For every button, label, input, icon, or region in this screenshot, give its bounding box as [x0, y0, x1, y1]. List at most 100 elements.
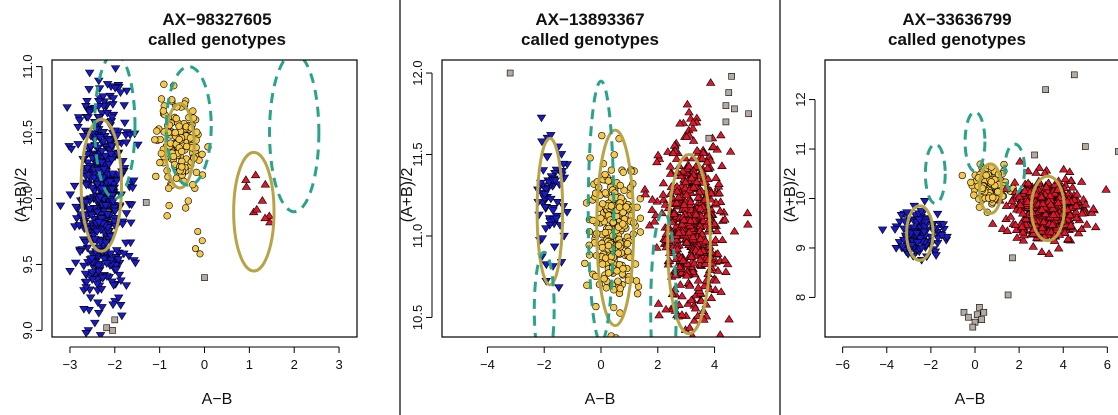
- data-point-triangle-up: [685, 197, 696, 206]
- data-point-square: [973, 311, 981, 319]
- data-point-circle: [623, 240, 632, 248]
- data-point-triangle-up: [689, 182, 699, 191]
- prior-cluster-ellipse: [268, 60, 321, 214]
- chart-subtitle: called genotypes: [521, 30, 659, 49]
- data-point-square: [705, 134, 713, 142]
- data-point-square: [728, 72, 735, 80]
- data-point-triangle-up: [1080, 199, 1091, 208]
- data-point-triangle-down: [537, 138, 547, 147]
- data-point-triangle-up: [1072, 189, 1082, 198]
- data-point-triangle-down: [917, 244, 927, 253]
- data-point-circle: [182, 142, 191, 151]
- data-point-triangle-up: [708, 141, 718, 150]
- data-point-triangle-up: [693, 283, 704, 291]
- x-tick-label: 4: [1060, 357, 1067, 372]
- data-point-triangle-up: [1018, 235, 1029, 244]
- data-point-triangle-down: [84, 86, 94, 94]
- data-point-triangle-up: [653, 299, 664, 307]
- data-point-circle: [598, 260, 607, 268]
- data-point-circle: [622, 203, 630, 211]
- prior-cluster-ellipse: [1003, 142, 1027, 196]
- data-point-square: [980, 308, 988, 316]
- data-point-triangle-up: [1037, 205, 1047, 213]
- data-point-triangle-down: [541, 261, 552, 270]
- x-tick-label: −3: [63, 357, 78, 372]
- data-point-triangle-up: [1010, 220, 1021, 228]
- plot-area: [877, 71, 1118, 331]
- prior-cluster-ellipse: [93, 60, 137, 200]
- data-point-triangle-down: [110, 84, 120, 93]
- data-point-triangle-up: [682, 237, 692, 246]
- data-point-triangle-down: [65, 191, 76, 200]
- data-point-triangle-up: [647, 195, 658, 203]
- data-point-triangle-down: [112, 177, 122, 186]
- data-point-triangle-up: [690, 303, 701, 312]
- data-point-square: [111, 316, 119, 324]
- data-point-triangle-down: [554, 284, 564, 292]
- y-tick-label: 8: [793, 294, 808, 301]
- y-tick-label: 11.0: [20, 54, 35, 78]
- data-point-triangle-up: [1060, 174, 1071, 183]
- data-point-triangle-down: [92, 228, 102, 237]
- x-tick-label: −2: [923, 357, 938, 372]
- data-point-triangle-down: [130, 259, 141, 268]
- data-point-triangle-down: [111, 266, 121, 275]
- data-point-triangle-up: [697, 153, 707, 162]
- data-point-square: [142, 199, 150, 206]
- data-point-triangle-up: [695, 203, 705, 212]
- data-point-triangle-down: [121, 210, 132, 218]
- prior-cluster-ellipse: [586, 79, 616, 337]
- data-point-triangle-down: [98, 138, 109, 147]
- fitted-cluster-ellipse: [232, 150, 276, 273]
- data-point-circle: [153, 127, 161, 135]
- data-point-square: [1042, 86, 1049, 93]
- data-point-circle: [619, 208, 627, 217]
- data-point-triangle-down: [92, 208, 103, 217]
- data-point-square: [722, 102, 730, 109]
- data-point-triangle-down: [81, 198, 91, 207]
- data-point-triangle-up: [674, 262, 685, 271]
- data-point-triangle-up: [257, 196, 268, 204]
- data-point-triangle-down: [100, 152, 111, 161]
- data-point-triangle-down: [99, 166, 109, 174]
- data-point-circle: [194, 227, 202, 235]
- fitted-cluster-ellipse: [905, 204, 935, 262]
- data-point-triangle-down: [911, 230, 922, 238]
- chart-title: AX−98327605: [162, 10, 271, 29]
- data-point-triangle-down: [85, 294, 96, 303]
- data-point-triangle-down: [907, 242, 917, 250]
- data-point-triangle-up: [703, 174, 713, 182]
- data-point-triangle-down: [96, 159, 107, 168]
- data-point-circle: [589, 216, 597, 225]
- plot-area: [55, 60, 321, 337]
- data-point-triangle-up: [1038, 199, 1048, 207]
- data-point-triangle-down: [108, 282, 119, 290]
- data-point-circle: [613, 267, 621, 275]
- x-tick-label: −4: [879, 357, 894, 372]
- data-point-triangle-down: [542, 153, 552, 162]
- data-point-triangle-down: [550, 177, 561, 186]
- chart-title: AX−33636799: [902, 10, 1011, 29]
- data-point-triangle-down: [114, 271, 125, 280]
- y-tick-label: 9.0: [20, 321, 35, 339]
- data-point-triangle-down: [85, 108, 95, 117]
- data-point-triangle-down: [93, 299, 103, 308]
- data-point-circle: [175, 122, 183, 130]
- data-point-square: [731, 105, 738, 113]
- data-point-triangle-up: [706, 293, 717, 302]
- data-point-triangle-down: [110, 65, 121, 73]
- data-point-triangle-up: [716, 287, 726, 295]
- x-axis-label: A−B: [202, 391, 233, 408]
- data-point-circle: [614, 249, 622, 257]
- data-point-circle: [619, 220, 627, 228]
- data-point-square: [978, 316, 985, 323]
- data-point-circle: [601, 228, 610, 237]
- y-axis-label: (A+B)/2: [13, 168, 30, 223]
- data-point-triangle-up: [702, 163, 713, 172]
- x-tick-label: 2: [1016, 357, 1023, 372]
- y-tick-label: 9: [793, 244, 808, 251]
- data-point-triangle-up: [679, 215, 689, 224]
- data-point-circle: [601, 170, 609, 179]
- data-point-triangle-down: [102, 109, 113, 118]
- data-point-triangle-down: [113, 294, 124, 303]
